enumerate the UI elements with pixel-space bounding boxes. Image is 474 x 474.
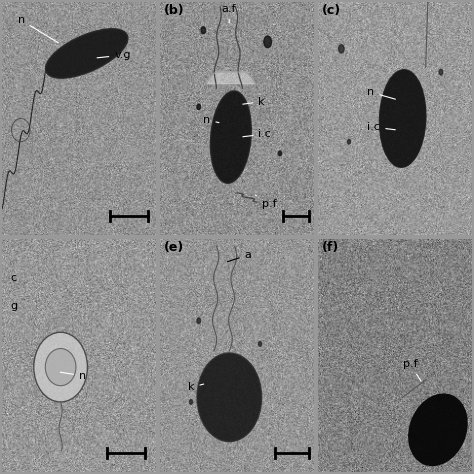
- Circle shape: [347, 139, 351, 144]
- Circle shape: [197, 104, 201, 109]
- Circle shape: [201, 27, 206, 34]
- Text: c: c: [10, 273, 16, 283]
- Text: i.c: i.c: [367, 122, 395, 132]
- Circle shape: [278, 151, 282, 155]
- Circle shape: [439, 69, 443, 75]
- Circle shape: [264, 36, 272, 48]
- Text: g: g: [10, 301, 17, 311]
- Circle shape: [190, 400, 192, 404]
- Ellipse shape: [380, 70, 426, 167]
- Polygon shape: [206, 72, 255, 84]
- Ellipse shape: [46, 348, 76, 386]
- Text: p.f: p.f: [402, 359, 421, 381]
- Text: n: n: [367, 87, 395, 99]
- Text: k: k: [243, 97, 265, 107]
- Text: (e): (e): [164, 241, 184, 254]
- Text: (b): (b): [164, 4, 184, 17]
- Circle shape: [197, 318, 201, 323]
- Text: (c): (c): [321, 4, 340, 17]
- Text: a.f: a.f: [222, 4, 236, 23]
- Circle shape: [258, 342, 262, 346]
- Text: k: k: [188, 383, 204, 392]
- Ellipse shape: [197, 353, 262, 441]
- Text: i.c: i.c: [243, 129, 271, 139]
- Text: n: n: [60, 371, 86, 381]
- Text: n: n: [203, 115, 219, 125]
- Text: (f): (f): [321, 241, 339, 254]
- Text: a: a: [228, 250, 252, 262]
- Text: n: n: [18, 15, 58, 43]
- Ellipse shape: [210, 91, 251, 183]
- Ellipse shape: [46, 29, 128, 78]
- Circle shape: [338, 45, 344, 53]
- Text: p.f: p.f: [255, 195, 276, 209]
- Ellipse shape: [408, 393, 468, 466]
- Text: v.g: v.g: [97, 50, 131, 60]
- Ellipse shape: [34, 332, 87, 402]
